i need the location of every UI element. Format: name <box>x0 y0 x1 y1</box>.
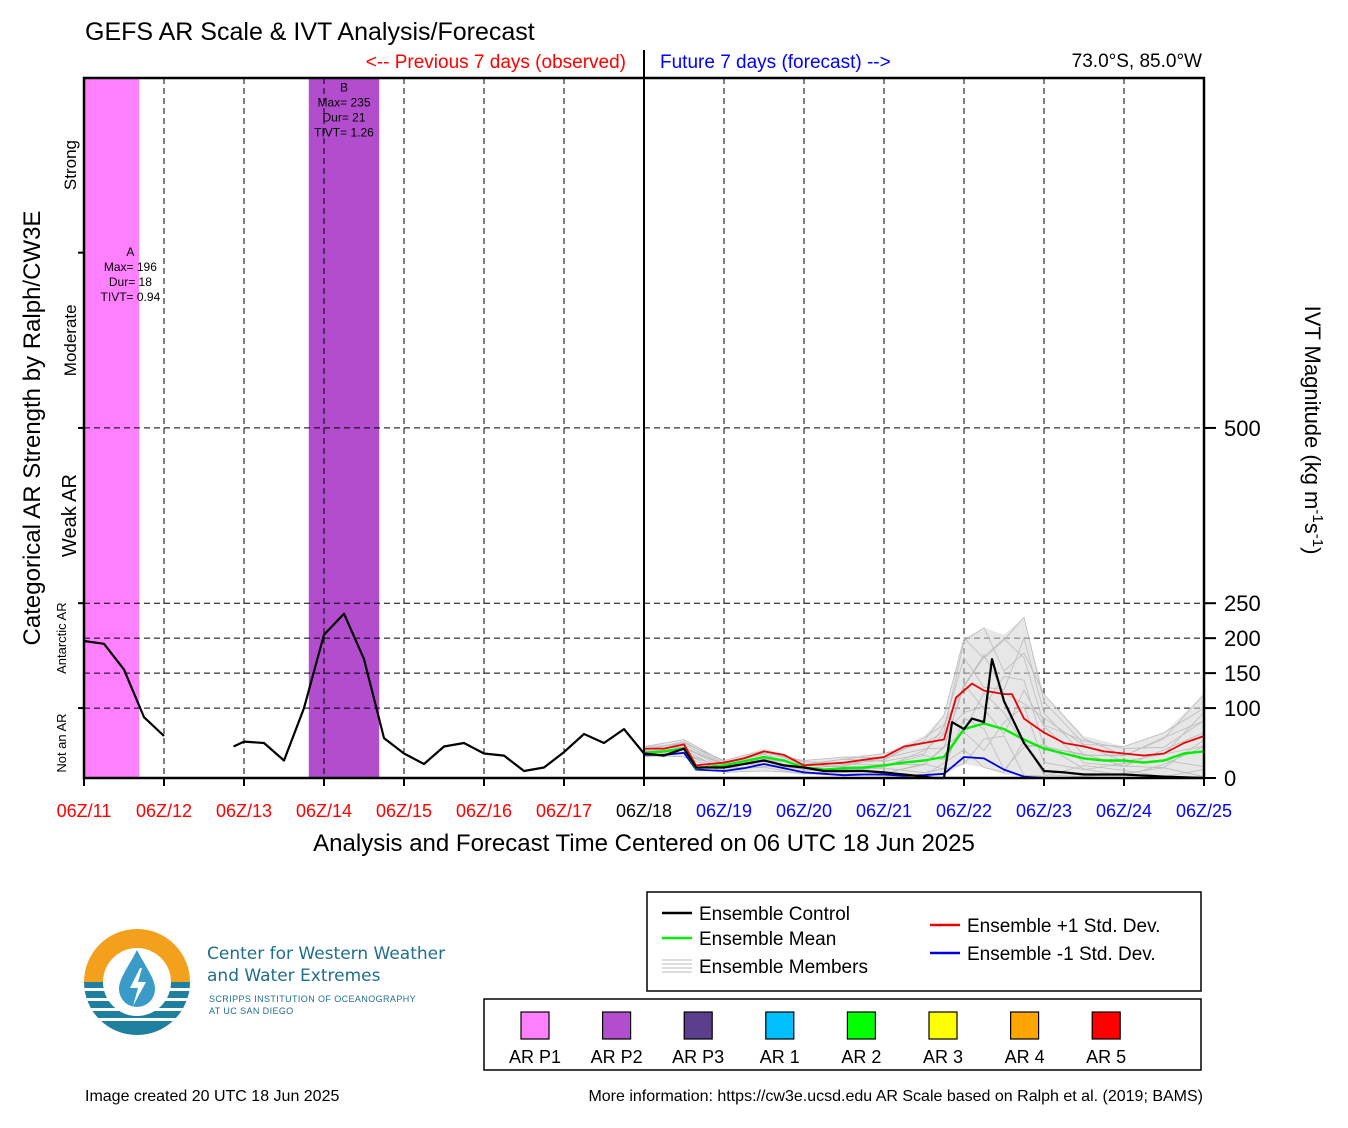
x-tick-label: 06Z/21 <box>856 801 912 821</box>
ar-event-label-line: Dur= 18 <box>109 275 152 289</box>
category-label: Not an AR <box>54 713 69 772</box>
x-axis-title: Analysis and Forecast Time Centered on 0… <box>313 830 975 857</box>
y-tick-label: 150 <box>1224 661 1261 686</box>
x-tick-label: 06Z/23 <box>1016 801 1072 821</box>
scale-label: AR P2 <box>591 1047 643 1067</box>
logo-text-line1: Center for Western Weather <box>207 944 446 964</box>
y-tick-label: 0 <box>1224 766 1236 791</box>
x-tick-label: 06Z/24 <box>1096 801 1152 821</box>
scale-item-ar_p1: AR P1 <box>509 1011 561 1067</box>
scale-label: AR P1 <box>509 1047 561 1067</box>
legend-label: Ensemble Members <box>699 957 868 978</box>
x-tick-label: 06Z/17 <box>536 801 592 821</box>
ar-event-label-line: A <box>126 245 134 259</box>
scale-item-ar_p2: AR P2 <box>591 1011 643 1067</box>
legend-item-minus_std: Ensemble -1 Std. Dev. <box>930 944 1156 965</box>
footer-info: More information: https://cw3e.ucsd.edu … <box>588 1088 1203 1105</box>
previous-period-label: <-- Previous 7 days (observed) <box>366 52 626 73</box>
category-label: Weak AR <box>59 474 81 557</box>
chart-title: GEFS AR Scale & IVT Analysis/Forecast <box>85 18 535 46</box>
x-tick-label: 06Z/13 <box>216 801 272 821</box>
legend-label: Ensemble +1 Std. Dev. <box>967 916 1160 937</box>
legend-item-members: Ensemble Members <box>662 957 868 978</box>
series-line-plus_std <box>644 682 1205 767</box>
logo-text-line4: AT UC SAN DIEGO <box>209 1006 294 1016</box>
ar-scale-legend-box <box>483 998 1202 1071</box>
ar-event-label-line: B <box>340 80 348 94</box>
ensemble-member-line <box>643 636 1205 765</box>
y-axis-left-title: Categorical AR Strength by Ralph/CW3E <box>19 211 46 646</box>
scale-item-ar_p3: AR P3 <box>672 1011 724 1067</box>
ensemble-member-line <box>643 740 1205 778</box>
location-label: 73.0°S, 85.0°W <box>1072 51 1202 72</box>
category-label: Strong <box>61 140 80 190</box>
ensemble-member-line <box>643 705 1205 774</box>
x-tick-label: 06Z/20 <box>776 801 832 821</box>
series-legend-box <box>646 891 1202 992</box>
x-tick-label: 06Z/15 <box>376 801 432 821</box>
scale-item-ar_1: AR 1 <box>760 1011 800 1067</box>
x-tick-label: 06Z/18 <box>616 801 672 821</box>
y-tick-label: 500 <box>1224 416 1261 441</box>
x-tick-label: 06Z/19 <box>696 801 752 821</box>
y-tick-label: 100 <box>1224 696 1261 721</box>
scale-label: AR 5 <box>1086 1047 1126 1067</box>
legend-item-plus_std: Ensemble +1 Std. Dev. <box>930 916 1160 937</box>
y-tick-label: 200 <box>1224 626 1261 651</box>
legend-label: Ensemble Control <box>699 904 850 925</box>
legend-label: Ensemble -1 Std. Dev. <box>967 944 1156 965</box>
category-label: Antarctic AR <box>54 602 69 674</box>
ar-event-label-line: Dur= 21 <box>322 110 365 124</box>
legend-item-mean: Ensemble Mean <box>662 929 836 950</box>
ar-event-label-line: Max= 196 <box>104 260 157 274</box>
legend-label: Ensemble Mean <box>699 929 836 950</box>
scale-label: AR P3 <box>672 1047 724 1067</box>
scale-item-ar_3: AR 3 <box>923 1011 963 1067</box>
ensemble-member-line <box>643 627 1205 766</box>
scale-label: AR 4 <box>1005 1047 1045 1067</box>
x-tick-label: 06Z/16 <box>456 801 512 821</box>
logo-text-line3: SCRIPPS INSTITUTION OF OCEANOGRAPHY <box>209 994 417 1004</box>
ar-event-label-line: TIVT= 1.26 <box>314 125 374 139</box>
ar-event-label-line: Max= 235 <box>317 95 370 109</box>
legend-item-control: Ensemble Control <box>662 904 850 925</box>
logo-text-line2: and Water Extremes <box>207 966 381 986</box>
scale-label: AR 1 <box>760 1047 800 1067</box>
scale-label: AR 2 <box>841 1047 881 1067</box>
series-line-control <box>83 639 165 737</box>
footer-created: Image created 20 UTC 18 Jun 2025 <box>85 1088 340 1105</box>
future-period-label: Future 7 days (forecast) --> <box>660 52 891 73</box>
ar-event-label-line: TIVT= 0.94 <box>101 290 161 304</box>
x-tick-label: 06Z/14 <box>296 801 352 821</box>
series-line-mean <box>643 722 1205 771</box>
y-tick-label: 250 <box>1224 591 1261 616</box>
scale-item-ar_4: AR 4 <box>1005 1011 1045 1067</box>
x-tick-label: 06Z/22 <box>936 801 992 821</box>
scale-item-ar_5: AR 5 <box>1086 1011 1126 1067</box>
cw3e-emblem-icon <box>84 929 190 1035</box>
x-tick-label: 06Z/11 <box>57 801 112 821</box>
scale-label: AR 3 <box>923 1047 963 1067</box>
scale-item-ar_2: AR 2 <box>841 1011 881 1067</box>
series-line-control <box>233 612 645 773</box>
x-tick-label: 06Z/12 <box>136 801 192 821</box>
ar-ivt-chart: GEFS AR Scale & IVT Analysis/Forecast <--… <box>19 18 1327 857</box>
cw3e-logo: Center for Western Weather and Water Ext… <box>84 926 484 1038</box>
ar-event-A-band <box>84 78 140 778</box>
y-axis-right-title: IVT Magnitude (kg m-1s-1) <box>1300 306 1327 555</box>
x-tick-label: 06Z/25 <box>1176 801 1232 821</box>
category-label: Moderate <box>61 304 80 376</box>
ensemble-members-envelope <box>644 617 1204 777</box>
